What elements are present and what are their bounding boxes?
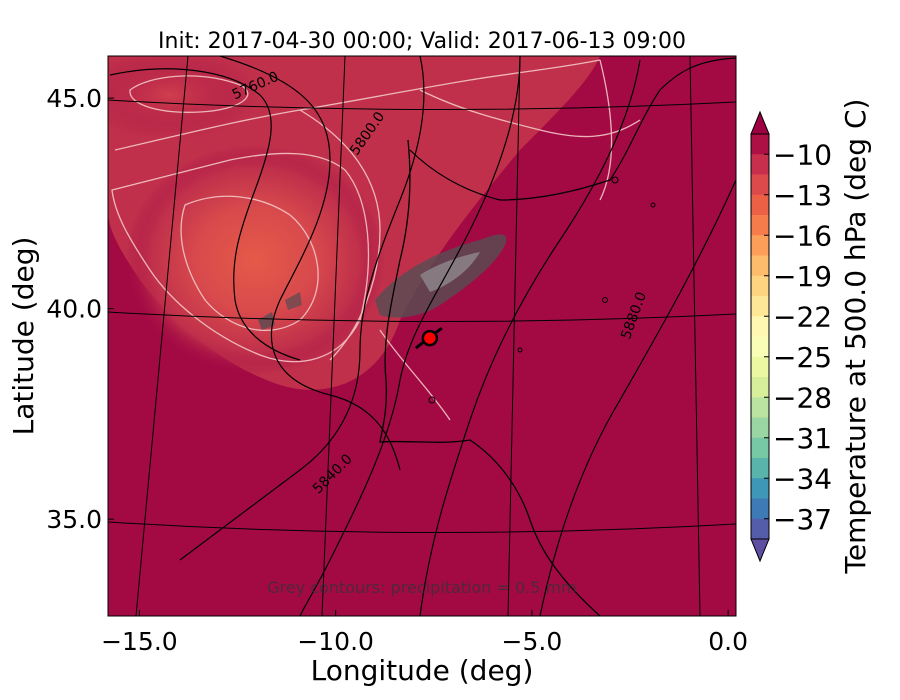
colorbar-tick-label: −25: [773, 341, 832, 374]
colorbar-frame: [750, 133, 770, 540]
colorbar-extend-min: [750, 538, 770, 563]
colorbar-tick-label: −16: [773, 219, 832, 252]
colorbar-bin: [751, 437, 769, 459]
colorbar-bin: [751, 498, 769, 520]
colorbar-bin: [751, 134, 769, 155]
map-frame: [107, 55, 737, 617]
x-tick-label: −5.0: [502, 627, 563, 656]
colorbar-bin: [751, 518, 769, 540]
colorbar-tick-label: −34: [773, 462, 832, 495]
colorbar-bin: [751, 356, 769, 378]
x-tick-label: −10.0: [297, 627, 374, 656]
colorbar-bin: [751, 336, 769, 358]
colorbar-tick-label: −10: [773, 138, 832, 171]
colorbar-extend-max: [750, 110, 770, 135]
y-tick-label: 35.0: [46, 505, 102, 534]
y-tick-label: 45.0: [46, 84, 102, 113]
colorbar-bin: [751, 194, 769, 216]
colorbar-bin: [751, 154, 769, 175]
colorbar-bin: [751, 397, 769, 418]
x-axis: −15.0 −10.0 −5.0 0.0: [101, 610, 748, 656]
colorbar-bin: [751, 377, 769, 398]
x-tick-label: −15.0: [101, 627, 178, 656]
precipitation-area: [258, 234, 507, 330]
chart-title: Init: 2017-04-30 00:00; Valid: 2017-06-1…: [158, 29, 686, 54]
colorbar-bin: [751, 458, 769, 479]
colorbar-bin: [751, 417, 769, 439]
x-tick-label: 0.0: [708, 627, 748, 656]
colorbar-tick-label: −22: [773, 300, 832, 333]
colorbar: −10 −13 −16 −19 −22 −25 −28 −31 −34 −37: [750, 110, 832, 563]
colorbar-bin: [751, 296, 769, 317]
colorbar-tick-label: −31: [773, 422, 832, 455]
y-axis: 35.0 40.0 45.0: [46, 84, 114, 534]
height-contours: [109, 56, 736, 616]
y-tick-label: 40.0: [46, 295, 102, 324]
colorbar-bin: [751, 215, 769, 236]
colorbar-bin: [751, 235, 769, 256]
colorbar-label: Temperature at 500.0 hPa (deg C): [839, 99, 872, 575]
colorbar-tick-label: −19: [773, 260, 832, 293]
colorbar-tick-label: −28: [773, 381, 832, 414]
marker-dot: [421, 329, 439, 347]
x-axis-label: Longitude (deg): [311, 654, 534, 687]
colorbar-bin: [751, 316, 769, 337]
colorbar-bin: [751, 174, 769, 196]
location-marker: [414, 326, 443, 350]
colorbar-tick-label: −37: [773, 503, 832, 536]
colorbar-bin: [751, 255, 769, 277]
colorbar-bin: [751, 275, 769, 297]
coastline-north: [409, 57, 736, 201]
precipitation-annotation: Grey contours: precipitation = 0.5 mm: [267, 578, 576, 597]
colorbar-bin: [751, 478, 769, 499]
coastline: [379, 139, 601, 616]
longitude-gridlines: [135, 56, 701, 616]
colorbar-tick-label: −13: [773, 179, 832, 212]
y-axis-label: Latitude (deg): [7, 237, 40, 436]
